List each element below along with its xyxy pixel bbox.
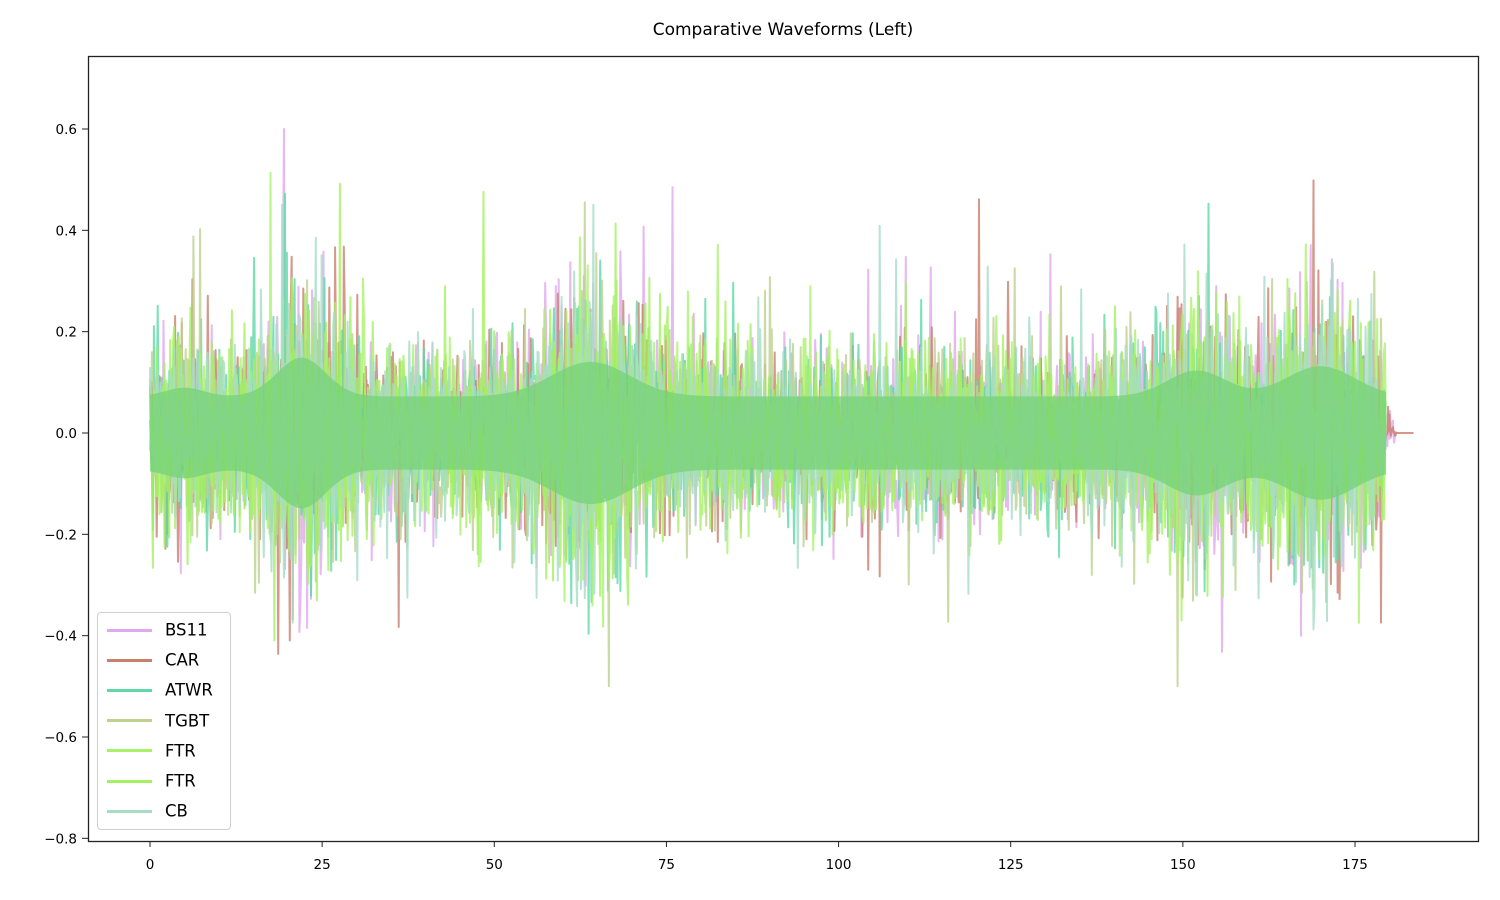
legend-label: FTR	[165, 741, 196, 761]
y-tick-label: −0.8	[44, 831, 77, 847]
legend: BS11 CAR ATWR TGBT FTR FTR CB	[97, 612, 231, 830]
y-axis: −0.8 −0.6 −0.4 −0.2 0.0 0.2 0.4 0.6	[44, 122, 88, 847]
legend-label: CAR	[165, 650, 200, 670]
legend-line-icon	[107, 688, 152, 692]
legend-item: CAR	[98, 645, 228, 675]
legend-label: ATWR	[165, 680, 213, 700]
legend-line-icon	[107, 658, 152, 662]
y-tick-label: −0.2	[44, 527, 77, 543]
legend-line-icon	[107, 719, 152, 723]
waveform-overlap-core	[150, 357, 1386, 509]
legend-item: ATWR	[98, 675, 228, 705]
legend-item: CB	[98, 796, 228, 826]
legend-item: BS11	[98, 615, 228, 645]
x-tick-label: 75	[658, 857, 675, 873]
x-tick-label: 0	[146, 857, 155, 873]
x-tick-label: 100	[826, 857, 852, 873]
x-tick-label: 175	[1342, 857, 1368, 873]
y-tick-label: 0.0	[56, 426, 77, 442]
legend-line-icon	[107, 628, 152, 632]
x-axis: 0 25 50 75 100 125 150 175	[146, 841, 1368, 873]
legend-item: FTR	[98, 766, 228, 796]
legend-label: FTR	[165, 771, 196, 791]
legend-label: BS11	[165, 620, 208, 640]
legend-line-icon	[107, 779, 152, 783]
legend-label: CB	[165, 801, 188, 821]
legend-label: TGBT	[165, 711, 210, 731]
legend-item: FTR	[98, 736, 228, 766]
x-tick-label: 25	[314, 857, 331, 873]
x-tick-label: 125	[998, 857, 1024, 873]
chart-title: Comparative Waveforms (Left)	[652, 20, 914, 40]
legend-item: TGBT	[98, 706, 228, 736]
x-tick-label: 50	[486, 857, 503, 873]
legend-line-icon	[107, 809, 152, 813]
x-tick-label: 150	[1170, 857, 1196, 873]
y-tick-label: −0.6	[44, 730, 77, 746]
y-tick-label: −0.4	[44, 629, 77, 645]
legend-line-icon	[107, 749, 152, 753]
y-tick-label: 0.6	[56, 122, 77, 138]
y-tick-label: 0.4	[56, 223, 77, 239]
axes-frame	[87, 55, 1480, 843]
y-tick-label: 0.2	[56, 325, 77, 341]
waveform-series	[149, 128, 1414, 688]
